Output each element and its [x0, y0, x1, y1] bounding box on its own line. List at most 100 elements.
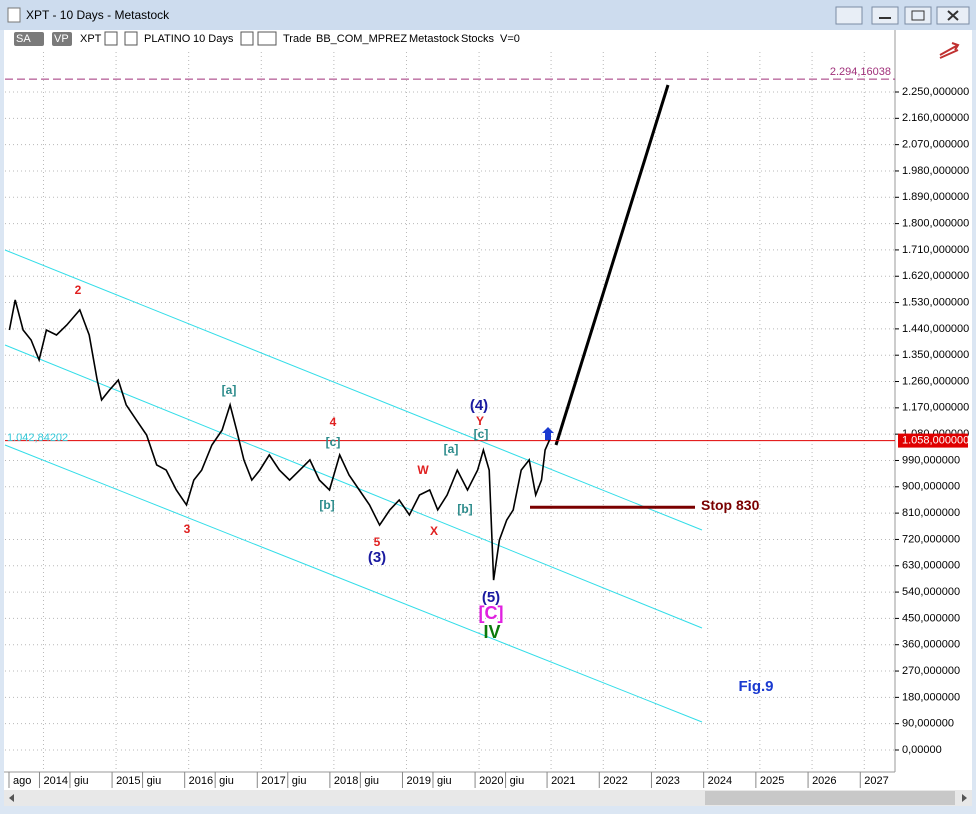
- projection-line: [554, 84, 670, 446]
- y-tick-label: 360,000000: [902, 639, 960, 651]
- wave-label: (5): [482, 589, 500, 606]
- toolbar-chip[interactable]: [14, 32, 44, 46]
- x-tick-label: 2019: [406, 775, 430, 787]
- channel-line: [4, 249, 703, 531]
- y-tick-label: 0,00000: [902, 744, 942, 756]
- x-tick-label: 2027: [864, 775, 888, 787]
- trend-icon[interactable]: [939, 42, 960, 59]
- price-line: [8, 299, 551, 581]
- level-label: 1.058,000000: [902, 435, 969, 447]
- maximize-glyph: [911, 10, 925, 21]
- wave-label: 3: [184, 522, 191, 536]
- wave-label: [a]: [222, 383, 237, 397]
- toolbar-item[interactable]: BB_COM_MPREZ: [316, 33, 407, 45]
- dropdown[interactable]: [240, 31, 254, 46]
- wave-label: IV: [483, 622, 500, 642]
- x-tick-label: 2018: [334, 775, 358, 787]
- toolbar-item[interactable]: SA: [16, 33, 31, 45]
- wave-label: 5: [374, 535, 381, 549]
- y-tick-label: 1.890,000000: [902, 191, 969, 203]
- scroll-left[interactable]: [9, 794, 14, 802]
- wave-label: W: [417, 463, 429, 477]
- dropdown[interactable]: [257, 31, 277, 46]
- y-tick-label: 1.530,000000: [902, 296, 969, 308]
- y-tick-label: 540,000000: [902, 586, 960, 598]
- toolbar: SA VP XPT PLATINO 10 Days Trade BB_COM_MPREZ Me…: [14, 31, 520, 46]
- x-tick-label: giu: [364, 775, 379, 787]
- toolbar-item[interactable]: PLATINO: [144, 33, 191, 45]
- dropdown[interactable]: [124, 31, 138, 46]
- wave-label: Y: [476, 414, 484, 428]
- y-tick-label: 1.620,000000: [902, 270, 969, 282]
- y-tick-label: 2.250,000000: [902, 86, 969, 98]
- y-tick-label: 1.350,000000: [902, 349, 969, 361]
- dropdown[interactable]: [104, 31, 118, 46]
- y-tick-label: 630,000000: [902, 560, 960, 572]
- y-tick-label: 1.440,000000: [902, 323, 969, 335]
- y-tick-label: 720,000000: [902, 533, 960, 545]
- scrollbar-thumb[interactable]: [705, 791, 955, 805]
- y-tick-label: 810,000000: [902, 507, 960, 519]
- minimize-button[interactable]: [871, 6, 899, 25]
- wave-label: 2: [75, 283, 82, 297]
- y-tick-label: 1.260,000000: [902, 375, 969, 387]
- maximize-button[interactable]: [904, 6, 932, 25]
- doc-icon: [7, 7, 21, 23]
- plot: 1.058,000000 2.294,16038 Stop 830 1.042,842…: [5, 66, 969, 695]
- toolbar-item[interactable]: Stocks: [461, 33, 495, 45]
- x-tick-label: 2017: [261, 775, 285, 787]
- title-bar: [0, 0, 976, 30]
- y-tick-label: 1.800,000000: [902, 218, 969, 230]
- x-tick-label: ago: [13, 775, 31, 787]
- close-glyph: [947, 10, 959, 21]
- y-axis-area: [895, 30, 972, 772]
- toolbar-item[interactable]: Metastock: [409, 33, 460, 45]
- x-tick-label: giu: [74, 775, 89, 787]
- toolbar-item[interactable]: V=0: [500, 33, 520, 45]
- x-tick-label: 2026: [812, 775, 836, 787]
- y-tick-label: 1.980,000000: [902, 165, 969, 177]
- scroll-right[interactable]: [962, 794, 967, 802]
- toolbar-item[interactable]: XPT: [80, 33, 102, 45]
- stop-label: Stop 830: [701, 497, 760, 513]
- x-tick-label: 2025: [760, 775, 784, 787]
- x-tick-label: 2016: [189, 775, 213, 787]
- wave-label: X: [430, 524, 438, 538]
- y-tick-label: 1.170,000000: [902, 402, 969, 414]
- wave-label: [b]: [457, 502, 472, 516]
- toolbar-item[interactable]: VP: [54, 33, 69, 45]
- y-tick-label: 450,000000: [902, 612, 960, 624]
- toolbar-item[interactable]: 10 Days: [193, 33, 234, 45]
- wave-label: Fig.9: [738, 678, 773, 695]
- restore-button[interactable]: [835, 6, 863, 25]
- x-tick-label: 2023: [655, 775, 679, 787]
- level-label: 2.294,16038: [830, 66, 891, 78]
- x-tick-label: 2024: [708, 775, 732, 787]
- window-title: XPT - 10 Days - Metastock: [26, 8, 170, 22]
- arrow-icon: [542, 427, 554, 440]
- x-axis: ago 2014 giu 2015 giu 2016 giu 2017 giu 2018 giu 20…: [8, 772, 889, 788]
- wave-label: [a]: [444, 442, 459, 456]
- wave-label: [C]: [479, 603, 504, 623]
- x-tick-label: 2015: [116, 775, 140, 787]
- x-tick-label: giu: [147, 775, 162, 787]
- x-tick-label: giu: [510, 775, 525, 787]
- x-tick-label: 2014: [43, 775, 67, 787]
- x-tick-label: giu: [219, 775, 234, 787]
- y-tick-label: 180,000000: [902, 691, 960, 703]
- toolbar-chip[interactable]: [52, 32, 72, 46]
- x-tick-label: 2020: [479, 775, 503, 787]
- y-tick-label: 1.710,000000: [902, 244, 969, 256]
- wave-label: (4): [470, 397, 488, 414]
- channel-line: [4, 344, 703, 629]
- y-tick-label: 270,000000: [902, 665, 960, 677]
- x-tick-label: giu: [437, 775, 452, 787]
- left-label: 1.042,84202: [7, 432, 68, 444]
- grid: 0,00000 90,000000 180,000000 270,000000 360,…: [5, 52, 969, 772]
- wave-label: [c]: [474, 427, 489, 441]
- wave-label: 4: [330, 415, 337, 429]
- toolbar-item[interactable]: Trade: [283, 33, 311, 45]
- y-tick-label: 2.160,000000: [902, 112, 969, 124]
- y-tick-label: 2.070,000000: [902, 139, 969, 151]
